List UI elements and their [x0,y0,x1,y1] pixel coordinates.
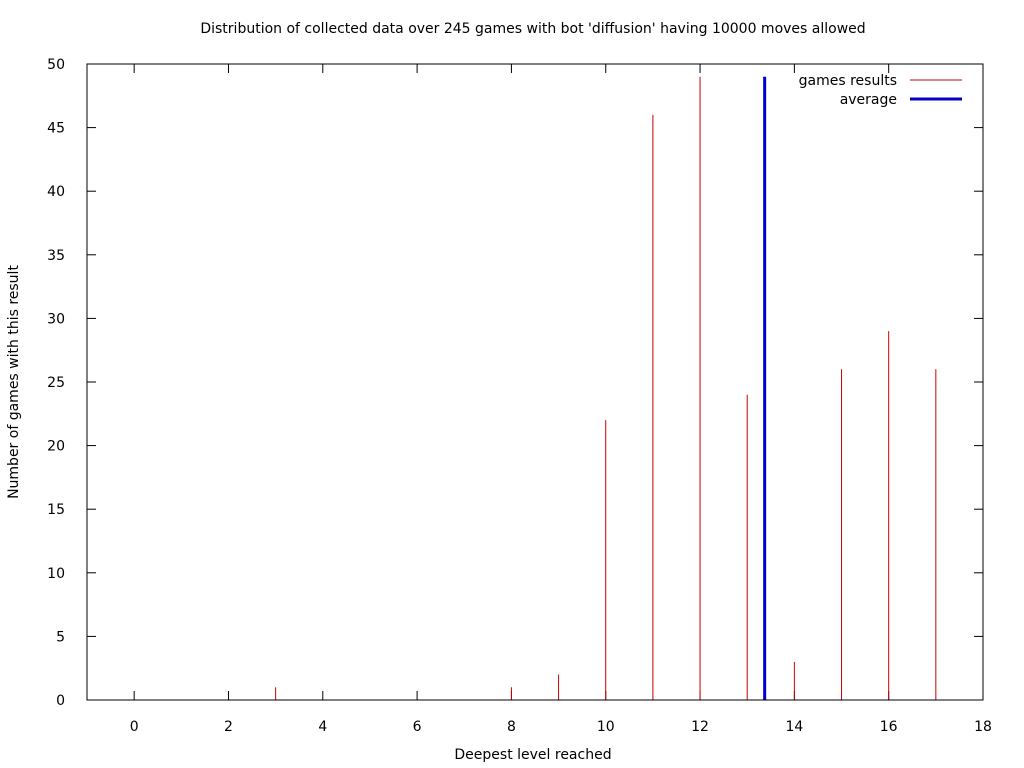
x-tick-label: 18 [974,719,992,735]
plot-frame [86,63,984,701]
y-tick-label: 45 [47,121,65,137]
legend: games results average [799,73,962,108]
y-axis-label: Number of games with this result [6,265,22,499]
y-tick-label: 15 [47,502,65,518]
y-tick-label: 30 [47,311,65,327]
x-tick-label: 6 [413,719,422,735]
data-marks [275,76,937,700]
legend-label: games results [799,73,897,89]
x-axis-label: Deepest level reached [454,747,611,763]
y-tick-label: 5 [56,629,65,645]
y-tick-label: 10 [47,566,65,582]
y-tick-label: 40 [47,184,65,200]
y-tick-label: 25 [47,375,65,391]
x-tick-label: 12 [691,719,709,735]
x-tick-label: 10 [597,719,615,735]
x-tick-label: 14 [785,719,803,735]
x-tick-label: 0 [130,719,139,735]
y-tick-label: 0 [56,693,65,709]
x-tick-label: 4 [318,719,327,735]
y-tick-label: 50 [47,57,65,73]
y-tick-label: 35 [47,248,65,264]
legend-label: average [840,92,897,108]
x-tick-label: 8 [507,719,516,735]
x-tick-label: 16 [880,719,898,735]
axis-ticks: 0 2 4 6 8 10 12 14 16 18 0 5 10 15 20 25 30 35 40 45 50 [47,57,992,735]
y-tick-label: 20 [47,439,65,455]
chart-title: Distribution of collected data over 245 … [200,21,865,37]
x-tick-label: 2 [224,719,233,735]
